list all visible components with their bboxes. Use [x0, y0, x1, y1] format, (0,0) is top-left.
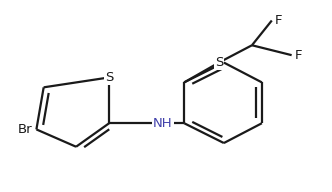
Text: F: F: [295, 49, 302, 62]
Text: F: F: [275, 14, 283, 27]
Text: Br: Br: [18, 123, 33, 136]
Text: S: S: [105, 71, 113, 84]
Text: S: S: [215, 56, 223, 69]
Text: NH: NH: [153, 117, 173, 130]
